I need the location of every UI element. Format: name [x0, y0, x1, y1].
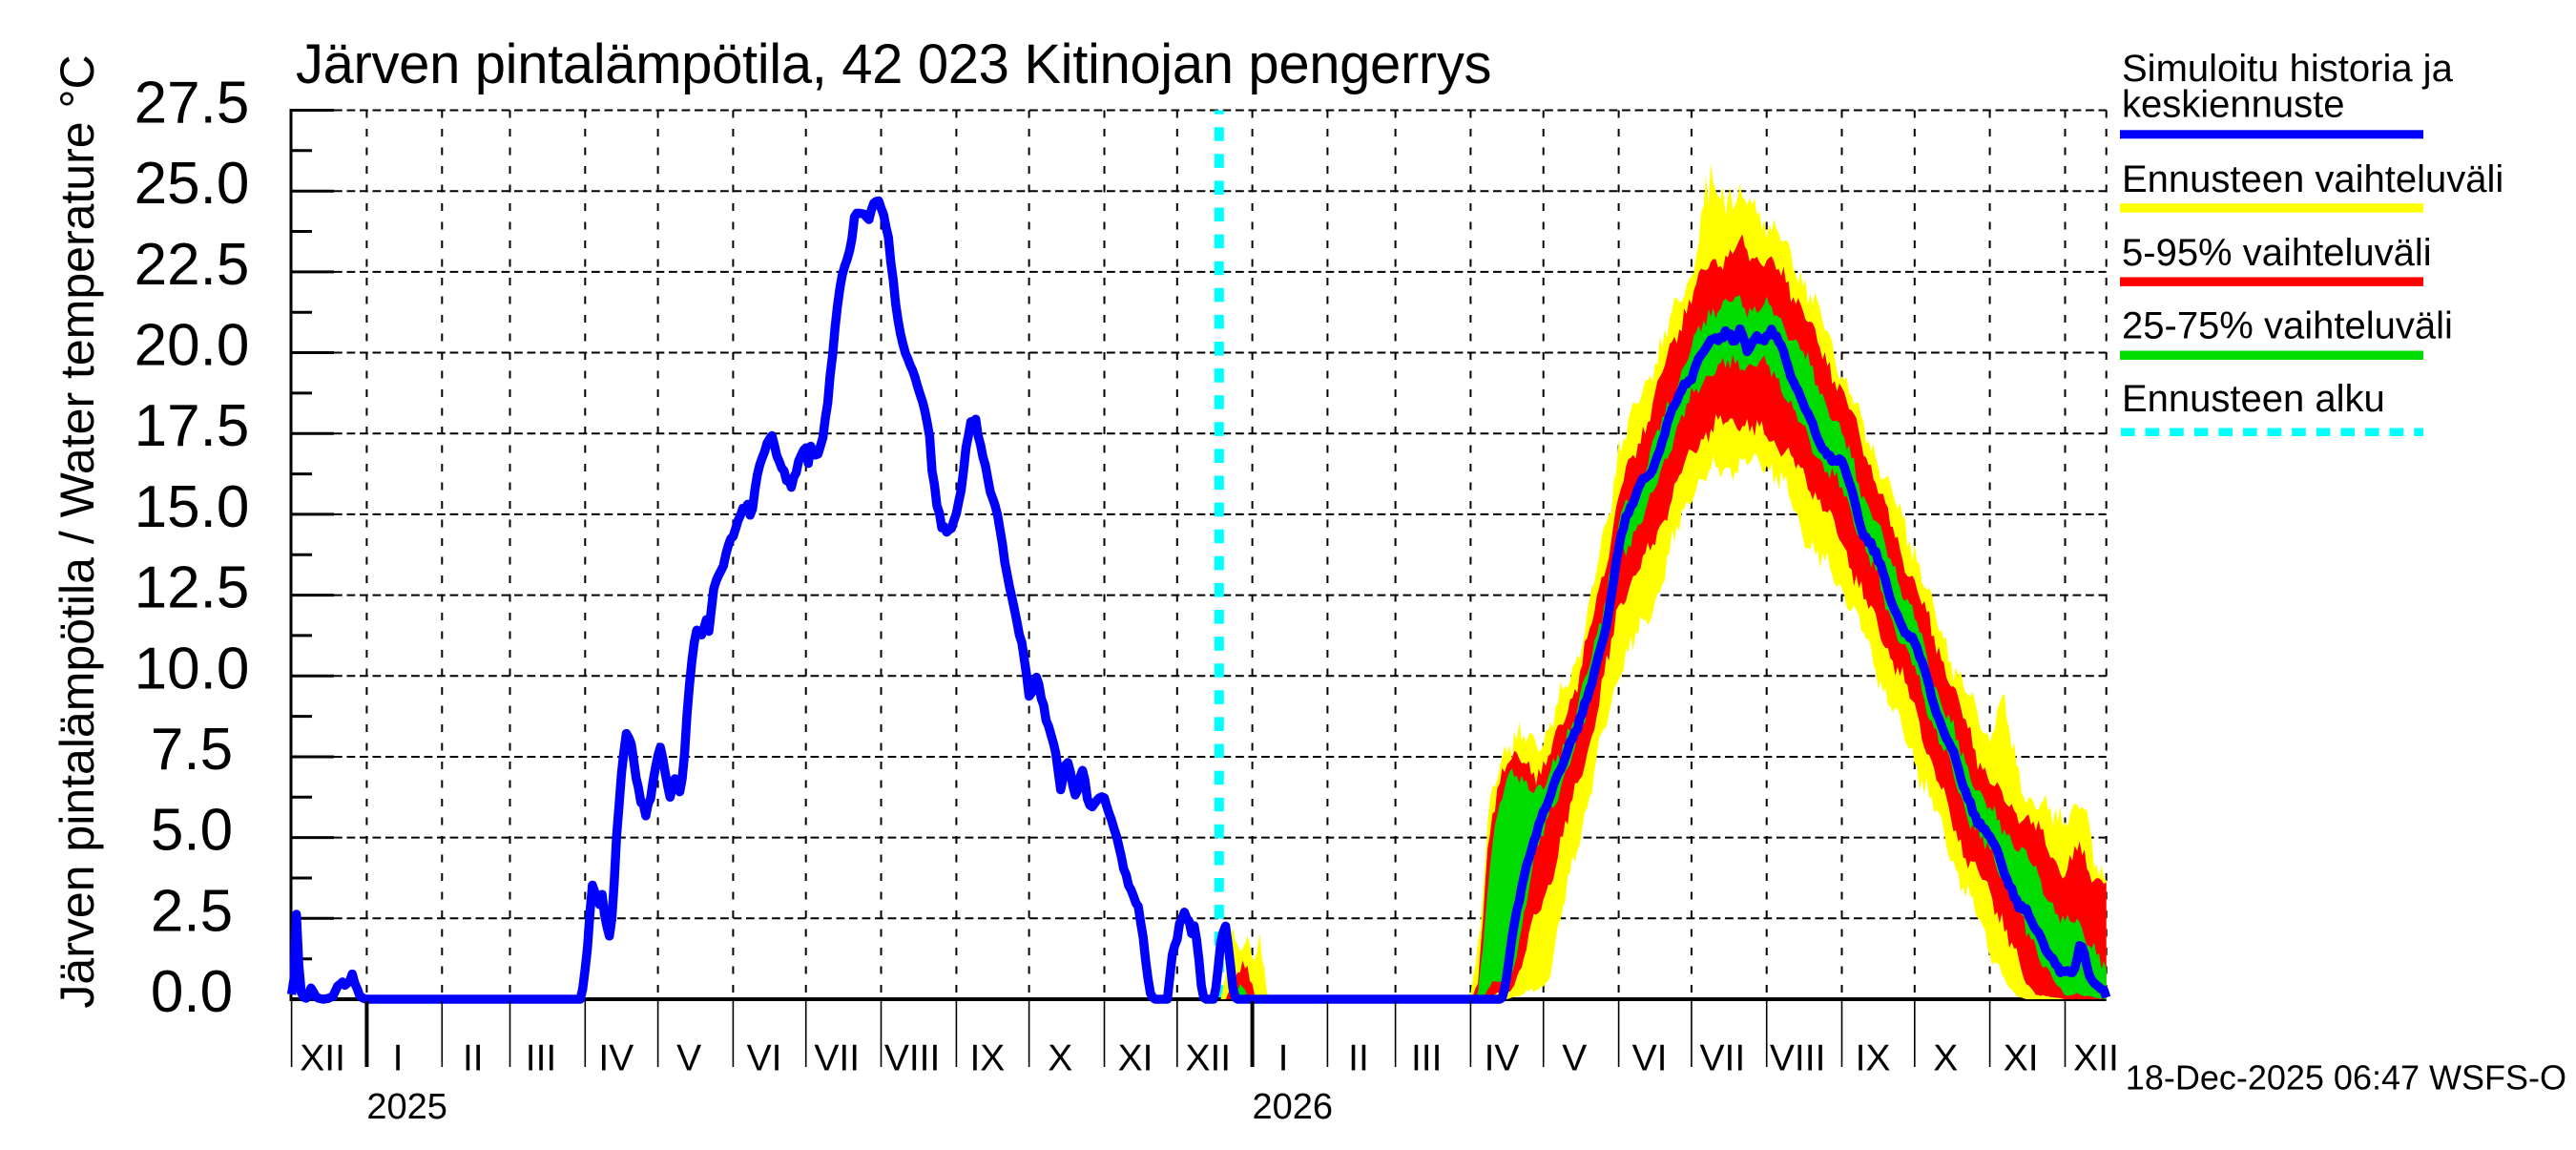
- svg-text:VIII: VIII: [884, 1038, 941, 1079]
- svg-text:XII: XII: [2073, 1038, 2119, 1079]
- svg-text:18-Dec-2025 06:47 WSFS-O: 18-Dec-2025 06:47 WSFS-O: [2126, 1058, 2566, 1098]
- svg-text:I: I: [1278, 1038, 1289, 1079]
- svg-text:VII: VII: [814, 1038, 860, 1079]
- svg-text:5-95% vaihteluväli: 5-95% vaihteluväli: [2122, 232, 2432, 274]
- svg-text:Simuloitu historia ja: Simuloitu historia ja: [2122, 48, 2454, 90]
- svg-text:keskiennuste: keskiennuste: [2122, 84, 2344, 126]
- svg-text:XI: XI: [1118, 1038, 1153, 1079]
- svg-text:IV: IV: [1485, 1038, 1520, 1079]
- svg-text:5.0: 5.0: [151, 798, 233, 864]
- svg-text:20.0: 20.0: [135, 313, 250, 379]
- svg-text:15.0: 15.0: [135, 474, 250, 540]
- svg-text:V: V: [676, 1038, 701, 1079]
- svg-text:X: X: [1933, 1038, 1958, 1079]
- svg-text:II: II: [1348, 1038, 1369, 1079]
- svg-text:Ennusteen alku: Ennusteen alku: [2122, 378, 2385, 420]
- svg-text:VI: VI: [1632, 1038, 1668, 1079]
- svg-text:VII: VII: [1700, 1038, 1746, 1079]
- svg-text:Järven pintalämpötila / Water: Järven pintalämpötila / Water temperatur…: [51, 54, 104, 1008]
- svg-text:IV: IV: [598, 1038, 634, 1079]
- svg-text:II: II: [463, 1038, 484, 1079]
- svg-text:VIII: VIII: [1770, 1038, 1826, 1079]
- svg-text:XII: XII: [1185, 1038, 1231, 1079]
- svg-text:Ennusteen vaihteluväli: Ennusteen vaihteluväli: [2122, 158, 2503, 200]
- svg-text:27.5: 27.5: [135, 71, 250, 136]
- svg-text:22.5: 22.5: [135, 232, 250, 298]
- svg-text:III: III: [1411, 1038, 1443, 1079]
- svg-text:V: V: [1562, 1038, 1587, 1079]
- svg-text:7.5: 7.5: [151, 717, 233, 783]
- svg-text:0.0: 0.0: [151, 959, 233, 1025]
- svg-text:III: III: [526, 1038, 557, 1079]
- svg-text:IX: IX: [969, 1038, 1005, 1079]
- svg-text:10.0: 10.0: [135, 636, 250, 701]
- svg-text:XII: XII: [300, 1038, 345, 1079]
- svg-text:12.5: 12.5: [135, 555, 250, 621]
- svg-text:2025: 2025: [366, 1087, 447, 1127]
- svg-text:XI: XI: [2004, 1038, 2039, 1079]
- svg-text:VI: VI: [747, 1038, 782, 1079]
- svg-text:IX: IX: [1856, 1038, 1891, 1079]
- svg-text:X: X: [1048, 1038, 1072, 1079]
- svg-text:25-75% vaihteluväli: 25-75% vaihteluväli: [2122, 305, 2453, 347]
- svg-text:17.5: 17.5: [135, 393, 250, 459]
- svg-text:I: I: [393, 1038, 404, 1079]
- svg-text:25.0: 25.0: [135, 151, 250, 217]
- svg-text:2026: 2026: [1253, 1087, 1334, 1127]
- svg-text:Järven pintalämpötila, 42 023: Järven pintalämpötila, 42 023 Kitinojan …: [296, 33, 1491, 95]
- svg-text:2.5: 2.5: [151, 878, 233, 944]
